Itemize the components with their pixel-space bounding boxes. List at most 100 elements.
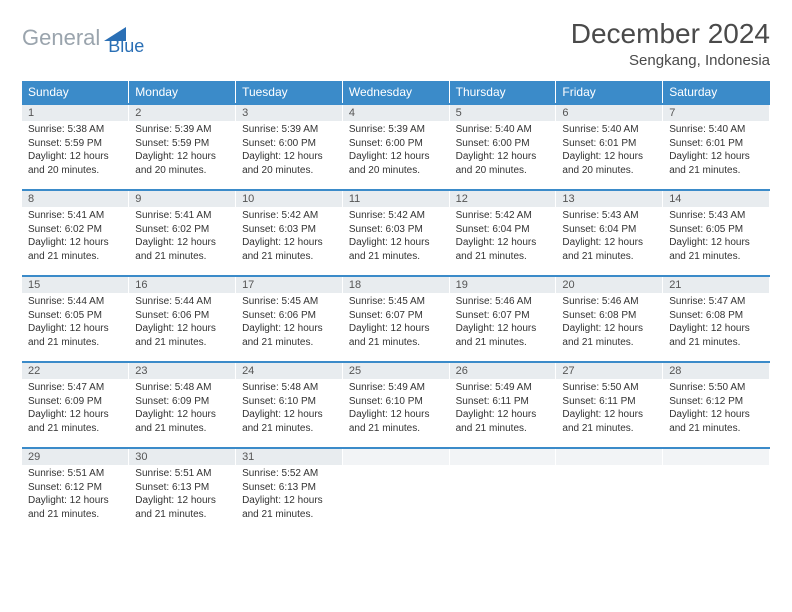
day-number: 1 <box>22 105 128 121</box>
calendar-cell: 5Sunrise: 5:40 AMSunset: 6:00 PMDaylight… <box>449 104 556 190</box>
title-block: December 2024 Sengkang, Indonesia <box>571 18 770 69</box>
empty-day-number <box>556 449 662 465</box>
day-number: 30 <box>129 449 235 465</box>
calendar-cell: 3Sunrise: 5:39 AMSunset: 6:00 PMDaylight… <box>236 104 343 190</box>
calendar-cell: 14Sunrise: 5:43 AMSunset: 6:05 PMDayligh… <box>663 190 770 276</box>
day-number: 28 <box>663 363 769 379</box>
calendar-cell <box>663 448 770 534</box>
day-details: Sunrise: 5:44 AMSunset: 6:06 PMDaylight:… <box>129 293 235 353</box>
day-number: 17 <box>236 277 342 293</box>
calendar-cell: 31Sunrise: 5:52 AMSunset: 6:13 PMDayligh… <box>236 448 343 534</box>
day-details: Sunrise: 5:40 AMSunset: 6:01 PMDaylight:… <box>556 121 662 181</box>
day-details: Sunrise: 5:39 AMSunset: 5:59 PMDaylight:… <box>129 121 235 181</box>
day-number: 27 <box>556 363 662 379</box>
table-row: 1Sunrise: 5:38 AMSunset: 5:59 PMDaylight… <box>22 104 770 190</box>
day-details: Sunrise: 5:41 AMSunset: 6:02 PMDaylight:… <box>129 207 235 267</box>
day-details: Sunrise: 5:40 AMSunset: 6:01 PMDaylight:… <box>663 121 769 181</box>
calendar-cell: 26Sunrise: 5:49 AMSunset: 6:11 PMDayligh… <box>449 362 556 448</box>
day-number: 8 <box>22 191 128 207</box>
day-number: 21 <box>663 277 769 293</box>
calendar-cell: 9Sunrise: 5:41 AMSunset: 6:02 PMDaylight… <box>129 190 236 276</box>
calendar-cell <box>556 448 663 534</box>
day-details: Sunrise: 5:50 AMSunset: 6:11 PMDaylight:… <box>556 379 662 439</box>
day-details: Sunrise: 5:42 AMSunset: 6:03 PMDaylight:… <box>343 207 449 267</box>
day-number: 29 <box>22 449 128 465</box>
empty-day-number <box>343 449 449 465</box>
day-details: Sunrise: 5:49 AMSunset: 6:11 PMDaylight:… <box>450 379 556 439</box>
day-details: Sunrise: 5:39 AMSunset: 6:00 PMDaylight:… <box>236 121 342 181</box>
empty-details <box>556 465 662 525</box>
day-number: 22 <box>22 363 128 379</box>
day-details: Sunrise: 5:51 AMSunset: 6:13 PMDaylight:… <box>129 465 235 525</box>
brand-logo: General Blue <box>22 18 144 57</box>
empty-details <box>343 465 449 525</box>
day-details: Sunrise: 5:45 AMSunset: 6:07 PMDaylight:… <box>343 293 449 353</box>
day-number: 2 <box>129 105 235 121</box>
calendar-cell: 7Sunrise: 5:40 AMSunset: 6:01 PMDaylight… <box>663 104 770 190</box>
weekday-header: Monday <box>129 81 236 104</box>
day-details: Sunrise: 5:52 AMSunset: 6:13 PMDaylight:… <box>236 465 342 525</box>
page-header: General Blue December 2024 Sengkang, Ind… <box>22 18 770 69</box>
day-number: 4 <box>343 105 449 121</box>
calendar-cell: 2Sunrise: 5:39 AMSunset: 5:59 PMDaylight… <box>129 104 236 190</box>
day-details: Sunrise: 5:42 AMSunset: 6:03 PMDaylight:… <box>236 207 342 267</box>
calendar-cell: 29Sunrise: 5:51 AMSunset: 6:12 PMDayligh… <box>22 448 129 534</box>
calendar-cell: 23Sunrise: 5:48 AMSunset: 6:09 PMDayligh… <box>129 362 236 448</box>
day-number: 10 <box>236 191 342 207</box>
day-details: Sunrise: 5:42 AMSunset: 6:04 PMDaylight:… <box>450 207 556 267</box>
day-number: 25 <box>343 363 449 379</box>
calendar-cell: 13Sunrise: 5:43 AMSunset: 6:04 PMDayligh… <box>556 190 663 276</box>
weekday-header: Friday <box>556 81 663 104</box>
calendar-cell: 30Sunrise: 5:51 AMSunset: 6:13 PMDayligh… <box>129 448 236 534</box>
calendar-cell: 24Sunrise: 5:48 AMSunset: 6:10 PMDayligh… <box>236 362 343 448</box>
day-details: Sunrise: 5:51 AMSunset: 6:12 PMDaylight:… <box>22 465 128 525</box>
empty-day-number <box>450 449 556 465</box>
day-number: 9 <box>129 191 235 207</box>
day-number: 11 <box>343 191 449 207</box>
day-details: Sunrise: 5:48 AMSunset: 6:10 PMDaylight:… <box>236 379 342 439</box>
day-details: Sunrise: 5:43 AMSunset: 6:05 PMDaylight:… <box>663 207 769 267</box>
logo-text-blue: Blue <box>108 36 144 57</box>
day-number: 20 <box>556 277 662 293</box>
calendar-cell: 19Sunrise: 5:46 AMSunset: 6:07 PMDayligh… <box>449 276 556 362</box>
weekday-header: Wednesday <box>342 81 449 104</box>
day-details: Sunrise: 5:41 AMSunset: 6:02 PMDaylight:… <box>22 207 128 267</box>
month-title: December 2024 <box>571 18 770 50</box>
day-number: 15 <box>22 277 128 293</box>
day-details: Sunrise: 5:44 AMSunset: 6:05 PMDaylight:… <box>22 293 128 353</box>
day-number: 23 <box>129 363 235 379</box>
day-details: Sunrise: 5:46 AMSunset: 6:07 PMDaylight:… <box>450 293 556 353</box>
day-number: 6 <box>556 105 662 121</box>
location-label: Sengkang, Indonesia <box>571 52 770 69</box>
calendar-cell: 12Sunrise: 5:42 AMSunset: 6:04 PMDayligh… <box>449 190 556 276</box>
day-details: Sunrise: 5:43 AMSunset: 6:04 PMDaylight:… <box>556 207 662 267</box>
day-number: 13 <box>556 191 662 207</box>
day-details: Sunrise: 5:47 AMSunset: 6:09 PMDaylight:… <box>22 379 128 439</box>
calendar-cell: 8Sunrise: 5:41 AMSunset: 6:02 PMDaylight… <box>22 190 129 276</box>
calendar-cell: 20Sunrise: 5:46 AMSunset: 6:08 PMDayligh… <box>556 276 663 362</box>
table-row: 8Sunrise: 5:41 AMSunset: 6:02 PMDaylight… <box>22 190 770 276</box>
calendar-cell: 18Sunrise: 5:45 AMSunset: 6:07 PMDayligh… <box>342 276 449 362</box>
calendar-body: 1Sunrise: 5:38 AMSunset: 5:59 PMDaylight… <box>22 104 770 534</box>
empty-details <box>450 465 556 525</box>
table-row: 29Sunrise: 5:51 AMSunset: 6:12 PMDayligh… <box>22 448 770 534</box>
table-row: 15Sunrise: 5:44 AMSunset: 6:05 PMDayligh… <box>22 276 770 362</box>
day-number: 12 <box>450 191 556 207</box>
day-number: 24 <box>236 363 342 379</box>
calendar-cell: 10Sunrise: 5:42 AMSunset: 6:03 PMDayligh… <box>236 190 343 276</box>
day-number: 16 <box>129 277 235 293</box>
calendar-cell: 4Sunrise: 5:39 AMSunset: 6:00 PMDaylight… <box>342 104 449 190</box>
calendar-table: SundayMondayTuesdayWednesdayThursdayFrid… <box>22 81 770 534</box>
empty-details <box>663 465 769 525</box>
calendar-cell: 6Sunrise: 5:40 AMSunset: 6:01 PMDaylight… <box>556 104 663 190</box>
day-details: Sunrise: 5:39 AMSunset: 6:00 PMDaylight:… <box>343 121 449 181</box>
day-details: Sunrise: 5:48 AMSunset: 6:09 PMDaylight:… <box>129 379 235 439</box>
day-details: Sunrise: 5:50 AMSunset: 6:12 PMDaylight:… <box>663 379 769 439</box>
table-row: 22Sunrise: 5:47 AMSunset: 6:09 PMDayligh… <box>22 362 770 448</box>
logo-text-main: General <box>22 25 100 51</box>
day-number: 18 <box>343 277 449 293</box>
day-details: Sunrise: 5:38 AMSunset: 5:59 PMDaylight:… <box>22 121 128 181</box>
calendar-cell: 1Sunrise: 5:38 AMSunset: 5:59 PMDaylight… <box>22 104 129 190</box>
day-number: 3 <box>236 105 342 121</box>
weekday-header: Saturday <box>663 81 770 104</box>
